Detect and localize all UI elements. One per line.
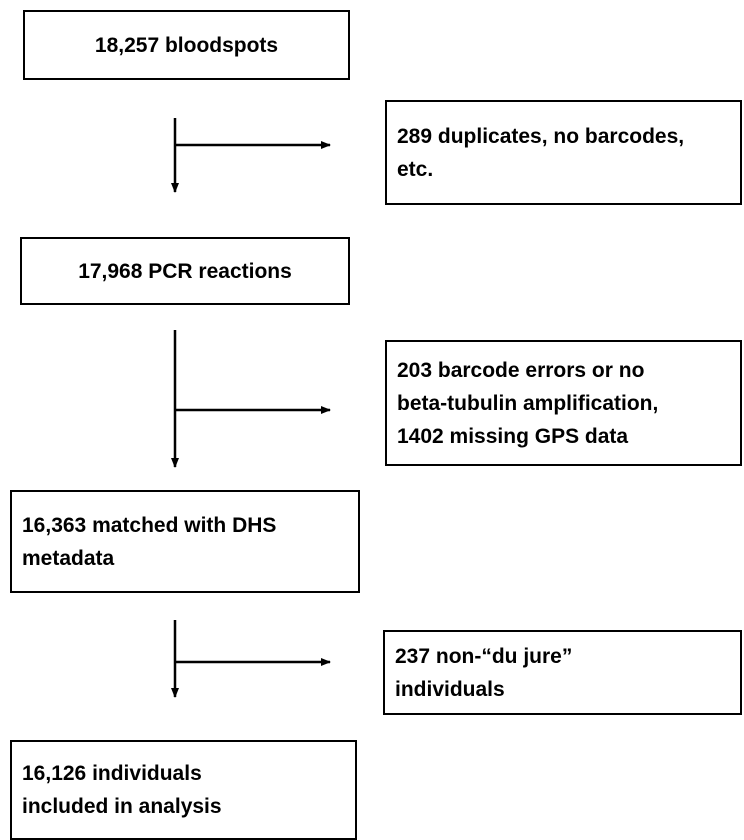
exclusion-box: 237 non-“du jure” individuals [383, 630, 742, 715]
step-box: 18,257 bloodspots [23, 10, 350, 80]
box-text: 237 non-“du jure” [395, 644, 573, 668]
box-text: individuals [395, 677, 505, 701]
step-box: 16,363 matched with DHS metadata [10, 490, 360, 593]
box-text: beta-tubulin amplification, [397, 391, 659, 415]
box-text: metadata [22, 546, 115, 570]
box-text: 289 duplicates, no barcodes, [397, 124, 685, 148]
box-text: 16,363 matched with DHS [22, 513, 277, 537]
box-text: included in analysis [22, 795, 222, 818]
step-box: 16,126 individuals included in analysis [10, 740, 357, 840]
step-box: 17,968 PCR reactions [20, 237, 350, 305]
exclusion-box: 203 barcode errors or no beta-tubulin amp… [385, 340, 742, 466]
box-text: etc. [397, 157, 434, 181]
box-text: 18,257 bloodspots [94, 33, 279, 57]
box-text: 16,126 individuals [22, 762, 202, 785]
box-text: 17,968 PCR reactions [78, 259, 292, 283]
box-text: 1402 missing GPS data [397, 424, 629, 448]
exclusion-box: 289 duplicates, no barcodes, etc. [385, 100, 742, 205]
box-text: 203 barcode errors or no [397, 358, 645, 382]
